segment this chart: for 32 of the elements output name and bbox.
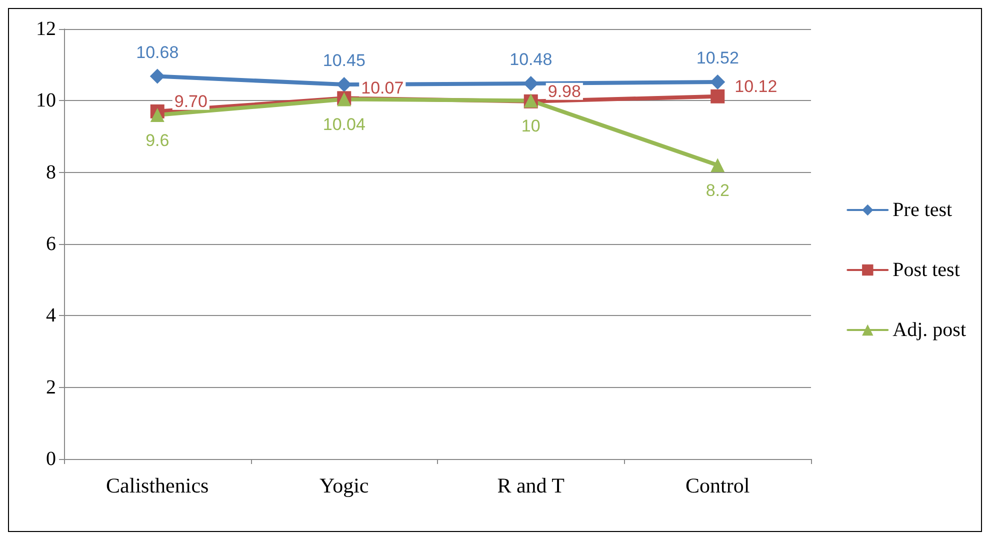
y-tick-label: 2 xyxy=(46,376,56,398)
data-label: 9.70 xyxy=(174,92,208,111)
x-tick-label: R and T xyxy=(497,474,565,498)
data-label: 10.52 xyxy=(696,48,739,68)
data-label: 10.45 xyxy=(322,51,366,70)
legend-label: Pre test xyxy=(892,199,953,221)
y-tick-label: 8 xyxy=(46,161,56,184)
data-label: 8.2 xyxy=(706,181,730,200)
point xyxy=(710,74,726,90)
data-label: 9.6 xyxy=(146,131,170,150)
point xyxy=(710,158,725,172)
point xyxy=(523,76,538,91)
y-tick-label: 10 xyxy=(36,90,56,112)
data-label: 10.07 xyxy=(361,78,404,98)
point xyxy=(710,89,725,104)
x-tick-label: Yogic xyxy=(320,474,369,498)
data-label: 10 xyxy=(521,116,540,136)
data-label: 10.48 xyxy=(510,50,552,69)
data-label: 10.68 xyxy=(136,42,179,62)
y-tick-label: 0 xyxy=(46,448,56,470)
data-label: 10.12 xyxy=(734,76,778,96)
legend-label: Post test xyxy=(892,259,960,281)
data-label: 10.04 xyxy=(322,115,366,134)
y-tick-label: 12 xyxy=(36,18,56,40)
y-tick-label: 6 xyxy=(46,233,56,255)
x-tick-label: Calisthenics xyxy=(106,474,209,498)
data-label: 9.98 xyxy=(548,82,581,101)
x-tick-label: Control xyxy=(686,474,750,498)
legend-label: Adj. post xyxy=(892,319,966,341)
point xyxy=(150,68,165,84)
point xyxy=(150,108,164,122)
y-tick-label: 4 xyxy=(46,304,56,327)
